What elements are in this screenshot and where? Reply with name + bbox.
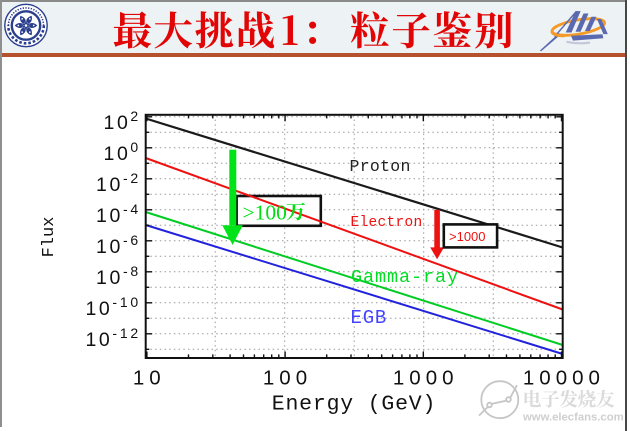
svg-text:Flux: Flux: [40, 217, 59, 258]
svg-text:>100: >100: [243, 201, 287, 225]
svg-text:EGB: EGB: [351, 307, 388, 329]
svg-text:10: 10: [133, 367, 166, 390]
svg-text:Proton: Proton: [350, 157, 411, 176]
svg-text:1000: 1000: [393, 367, 459, 390]
svg-text:10-12: 10-12: [85, 325, 141, 351]
svg-text:10-2: 10-2: [96, 170, 141, 196]
svg-text:Electron: Electron: [351, 215, 423, 231]
svg-text:10000: 10000: [523, 367, 605, 390]
svg-text:102: 102: [104, 108, 141, 134]
svg-text:10-8: 10-8: [96, 263, 141, 289]
svg-text:>1000: >1000: [449, 229, 486, 244]
svg-text:Gamma-ray: Gamma-ray: [351, 267, 459, 288]
svg-text:100: 100: [263, 367, 312, 390]
svg-text:10-10: 10-10: [85, 294, 141, 320]
svg-text:10-4: 10-4: [96, 201, 141, 227]
svg-text:100: 100: [104, 139, 141, 165]
svg-text:Energy (GeV): Energy (GeV): [272, 393, 436, 417]
svg-text:www.elecfans.com: www.elecfans.com: [522, 412, 624, 424]
svg-text:10-6: 10-6: [96, 232, 141, 258]
